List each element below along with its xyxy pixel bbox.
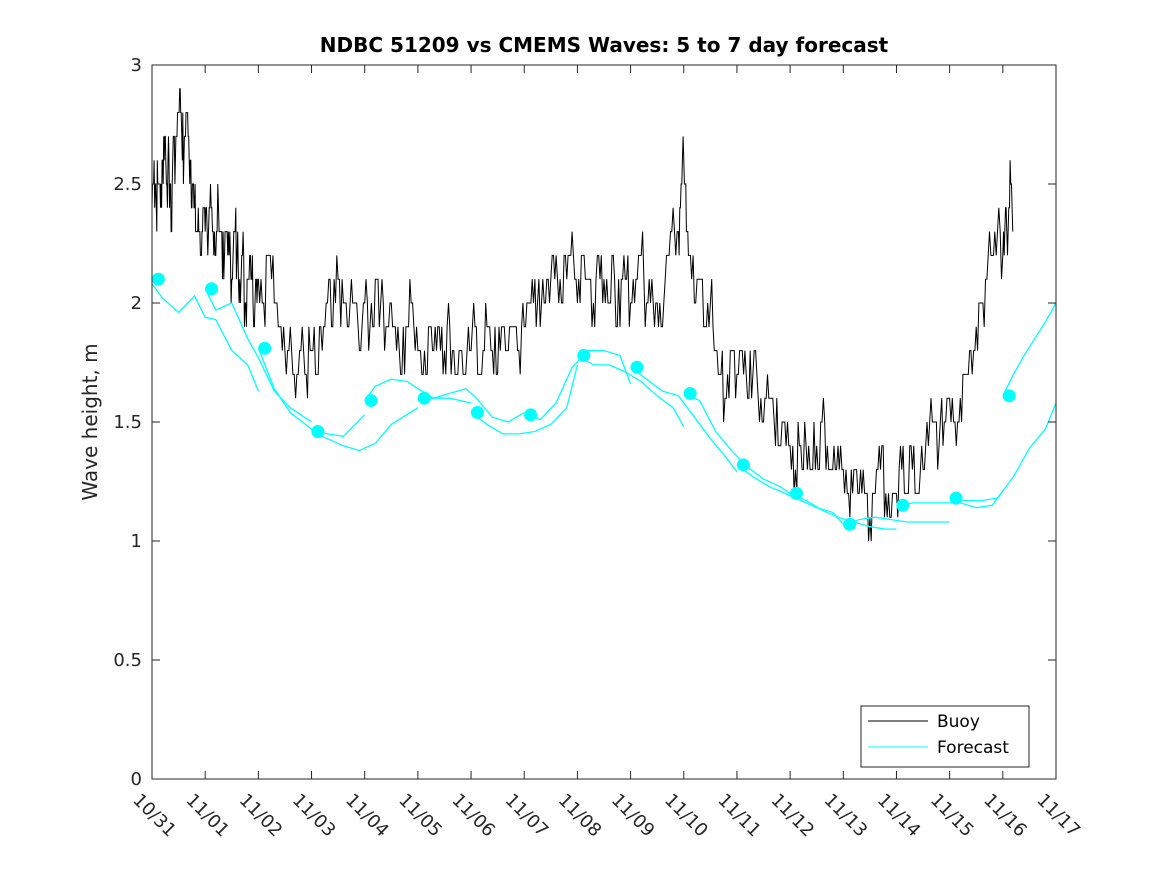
forecast-marker [949, 491, 963, 505]
forecast-line [417, 387, 525, 423]
forecast-marker [151, 272, 165, 286]
forecast-line [204, 288, 312, 423]
forecast-marker [683, 386, 697, 400]
y-axis-label: Wave height, m [78, 343, 102, 500]
forecast-line [311, 407, 419, 452]
forecast-marker [364, 394, 378, 408]
data-layer [151, 88, 1057, 542]
plot-frame [151, 64, 1057, 780]
forecast-marker [789, 486, 803, 500]
forecast-marker [311, 425, 325, 439]
forecast-marker [577, 348, 591, 362]
y-tick-label: 0 [131, 769, 142, 790]
forecast-line [683, 392, 791, 494]
y-tick-label: 0.5 [113, 650, 142, 671]
forecast-marker [843, 517, 857, 531]
forecast-marker [258, 341, 272, 355]
y-tick-label: 1.5 [113, 412, 142, 433]
forecast-marker [896, 498, 910, 512]
forecast-line [257, 347, 366, 437]
forecast-marker [630, 360, 644, 374]
y-tick-label: 1 [131, 531, 142, 552]
forecast-marker [524, 408, 538, 422]
forecast-marker [1002, 389, 1016, 403]
legend-buoy-label: Buoy [937, 712, 980, 732]
legend: Buoy Forecast [860, 705, 1030, 768]
forecast-line [949, 402, 1057, 502]
forecast-marker [736, 458, 750, 472]
forecast-marker [417, 391, 431, 405]
legend-box [860, 705, 1030, 768]
forecast-line [364, 378, 472, 404]
forecast-line [843, 516, 950, 525]
legend-forecast-label: Forecast [937, 738, 1009, 758]
buoy-line [151, 88, 1014, 542]
forecast-line [577, 354, 685, 428]
y-tick-label: 2.5 [113, 174, 142, 195]
y-tick-label: 2 [131, 293, 142, 314]
forecast-marker [205, 282, 219, 296]
forecast-line [630, 366, 738, 473]
forecast-line [470, 364, 579, 435]
forecast-line [151, 283, 260, 392]
y-tick-label: 3 [131, 55, 142, 76]
forecast-line [1002, 302, 1057, 397]
forecast-marker [470, 405, 484, 419]
plot-area [152, 65, 1056, 779]
chart-title: NDBC 51209 vs CMEMS Waves: 5 to 7 day fo… [320, 33, 889, 57]
